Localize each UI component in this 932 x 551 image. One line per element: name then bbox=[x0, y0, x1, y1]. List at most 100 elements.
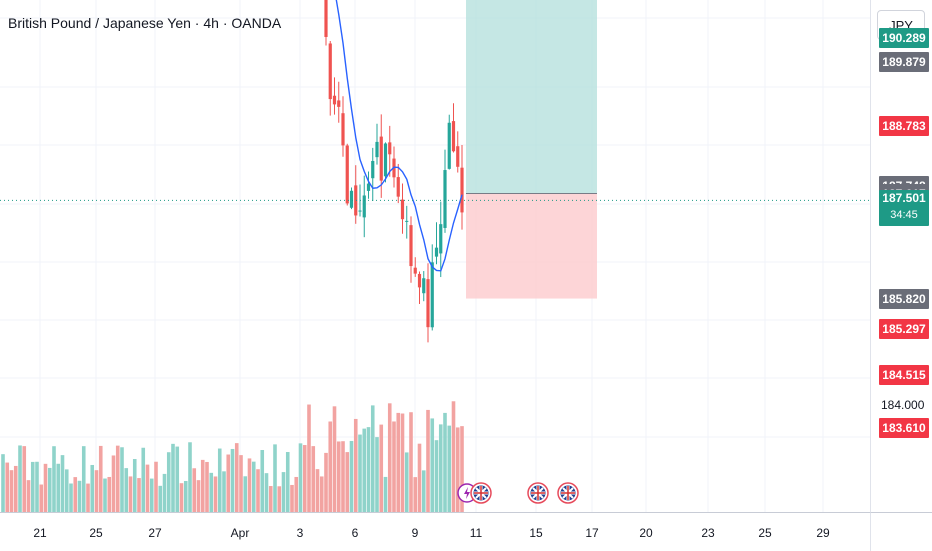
volume-bar bbox=[370, 405, 375, 512]
time-axis[interactable]: 21 25 27 Apr 3 6 9 11 15 17 20 23 25 29 bbox=[0, 512, 870, 551]
volume-bar bbox=[324, 452, 328, 512]
candle-body bbox=[434, 247, 439, 257]
volume-bar bbox=[421, 470, 426, 512]
volume-bar bbox=[120, 447, 124, 512]
candle-body bbox=[328, 43, 332, 100]
volume-bar bbox=[443, 412, 447, 512]
candle-body bbox=[439, 224, 443, 254]
candle-body bbox=[456, 146, 460, 167]
candle-body bbox=[362, 195, 366, 218]
volume-bar bbox=[277, 486, 282, 512]
volume-bar bbox=[400, 413, 405, 512]
volume-bar bbox=[124, 468, 129, 512]
volume-bar bbox=[47, 467, 52, 512]
candle-body bbox=[366, 183, 371, 191]
candle-body bbox=[413, 267, 417, 274]
volume-bar bbox=[256, 469, 260, 512]
candle-body bbox=[388, 142, 392, 155]
volume-bar bbox=[387, 403, 392, 512]
price-chart[interactable] bbox=[0, 0, 870, 512]
volume-bar bbox=[145, 464, 150, 512]
volume-bar bbox=[332, 406, 337, 512]
volume-bar bbox=[73, 477, 78, 512]
volume-bar bbox=[56, 463, 61, 512]
volume-bar bbox=[98, 445, 103, 512]
volume-bar bbox=[417, 443, 422, 512]
price-tag: 190.289 bbox=[879, 27, 929, 48]
candlesticks bbox=[324, 0, 464, 343]
time-label: 17 bbox=[585, 526, 599, 540]
volume-bar bbox=[396, 412, 401, 512]
profit-zone bbox=[466, 0, 597, 194]
volume-bar bbox=[94, 470, 99, 512]
volume-bar bbox=[188, 442, 192, 512]
volume-bar bbox=[69, 483, 73, 512]
candle-countdown: 34:45 bbox=[890, 209, 918, 222]
volume-bar bbox=[230, 448, 235, 512]
candle-body bbox=[426, 279, 430, 328]
candle-body bbox=[354, 185, 358, 216]
price-tag: 184.515 bbox=[879, 364, 929, 385]
price-tick: 184.000 bbox=[881, 397, 925, 412]
volume-bar bbox=[413, 477, 418, 512]
volume-bar bbox=[307, 404, 311, 512]
time-label: 3 bbox=[296, 526, 304, 540]
time-label: 23 bbox=[701, 526, 715, 540]
volume-bar bbox=[111, 455, 116, 512]
uk-flag-icon[interactable] bbox=[470, 482, 492, 504]
volume-bar bbox=[285, 452, 290, 512]
candle-body bbox=[332, 95, 337, 105]
volume-bar bbox=[196, 480, 201, 512]
candle-body bbox=[375, 141, 379, 158]
uk-flag-icon[interactable] bbox=[527, 482, 549, 504]
time-label: 9 bbox=[411, 526, 419, 540]
current-price-tag: 187.501 34:45 bbox=[879, 190, 929, 227]
axis-corner bbox=[870, 512, 932, 551]
volume-bar bbox=[404, 452, 409, 512]
uk-flag-icon-cross-red bbox=[531, 486, 545, 500]
grid bbox=[0, 0, 870, 512]
volume-bar bbox=[302, 445, 307, 512]
time-label: 20 bbox=[639, 526, 653, 540]
volume-bar bbox=[149, 478, 154, 512]
time-label: 15 bbox=[529, 526, 543, 540]
volume-bar bbox=[162, 473, 167, 512]
volume-bar bbox=[341, 441, 345, 512]
volume-bar bbox=[328, 421, 333, 512]
volume-bar bbox=[336, 441, 341, 512]
chart-pane[interactable]: British Pound / Japanese Yen · 4h · OAND… bbox=[0, 0, 870, 512]
volume-bar bbox=[358, 434, 362, 512]
uk-flag-icon-cross-red bbox=[474, 486, 488, 500]
volume-bar bbox=[353, 418, 358, 512]
candle-body bbox=[451, 121, 456, 152]
volume-bar bbox=[379, 424, 384, 512]
volume-bar bbox=[171, 443, 175, 512]
price-axis[interactable]: JPY 194.000184.000182.000 194.385192.069… bbox=[870, 0, 932, 529]
volume-bar bbox=[234, 443, 239, 512]
volume-bar bbox=[86, 483, 90, 512]
volume-bar bbox=[43, 463, 48, 512]
volume-bar bbox=[26, 480, 31, 512]
volume-bar bbox=[192, 468, 197, 512]
candle-body bbox=[409, 225, 413, 267]
volume-bar bbox=[239, 455, 243, 512]
volume-bar bbox=[137, 478, 141, 512]
volume-bar bbox=[349, 440, 354, 512]
volume-bar bbox=[1, 454, 5, 512]
current-price-label: 187.501 bbox=[882, 191, 926, 206]
volume-bar bbox=[362, 428, 367, 512]
volume-bar bbox=[52, 446, 56, 512]
volume-bar bbox=[392, 421, 396, 512]
volume-bar bbox=[247, 458, 252, 512]
time-label: 21 bbox=[33, 526, 47, 540]
volume-bar bbox=[243, 476, 248, 512]
uk-flag-icon[interactable] bbox=[557, 482, 579, 504]
candle-body bbox=[345, 145, 349, 204]
volume-bar bbox=[345, 452, 350, 512]
volume-bar bbox=[179, 483, 184, 512]
candle-body bbox=[447, 122, 451, 169]
volume-bar bbox=[205, 461, 209, 512]
symbol-title[interactable]: British Pound / Japanese Yen · 4h · OAND… bbox=[8, 15, 282, 31]
volume-bar bbox=[90, 464, 95, 512]
volume-bar bbox=[226, 454, 231, 512]
